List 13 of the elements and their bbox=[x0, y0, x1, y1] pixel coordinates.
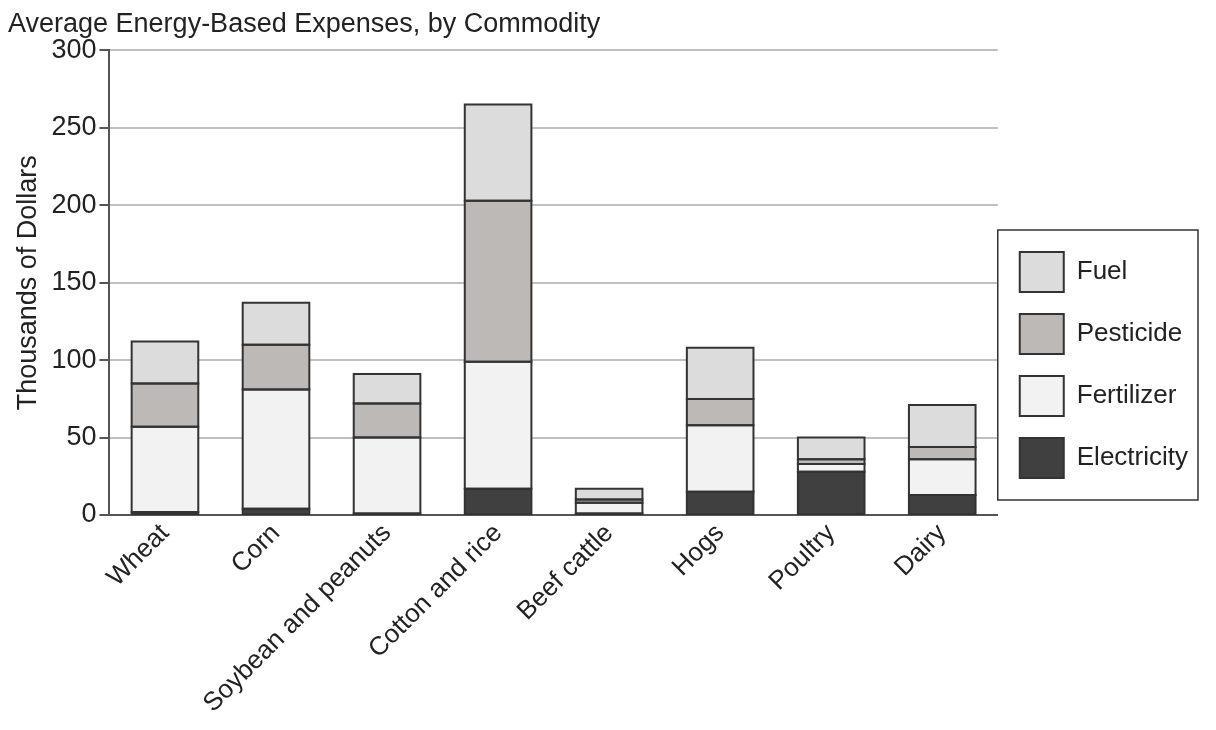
y-tick-label: 200 bbox=[51, 188, 97, 219]
y-tick-label: 150 bbox=[51, 266, 97, 297]
y-tick-label: 50 bbox=[66, 421, 97, 452]
legend-label: Electricity bbox=[1076, 441, 1189, 472]
chart-title: Average Energy-Based Expenses, by Commodity bbox=[8, 7, 601, 38]
y-tick-label: 100 bbox=[51, 343, 97, 374]
y-tick-label: 250 bbox=[51, 111, 97, 142]
y-axis-title: Thousands of Dollars bbox=[11, 155, 42, 411]
legend-label: Fuel bbox=[1076, 255, 1128, 286]
legend-label: Pesticide bbox=[1076, 317, 1183, 348]
y-tick-label: 0 bbox=[81, 498, 97, 529]
legend-label: Fertilizer bbox=[1076, 379, 1177, 410]
x-tick-label: Corn bbox=[224, 517, 286, 579]
